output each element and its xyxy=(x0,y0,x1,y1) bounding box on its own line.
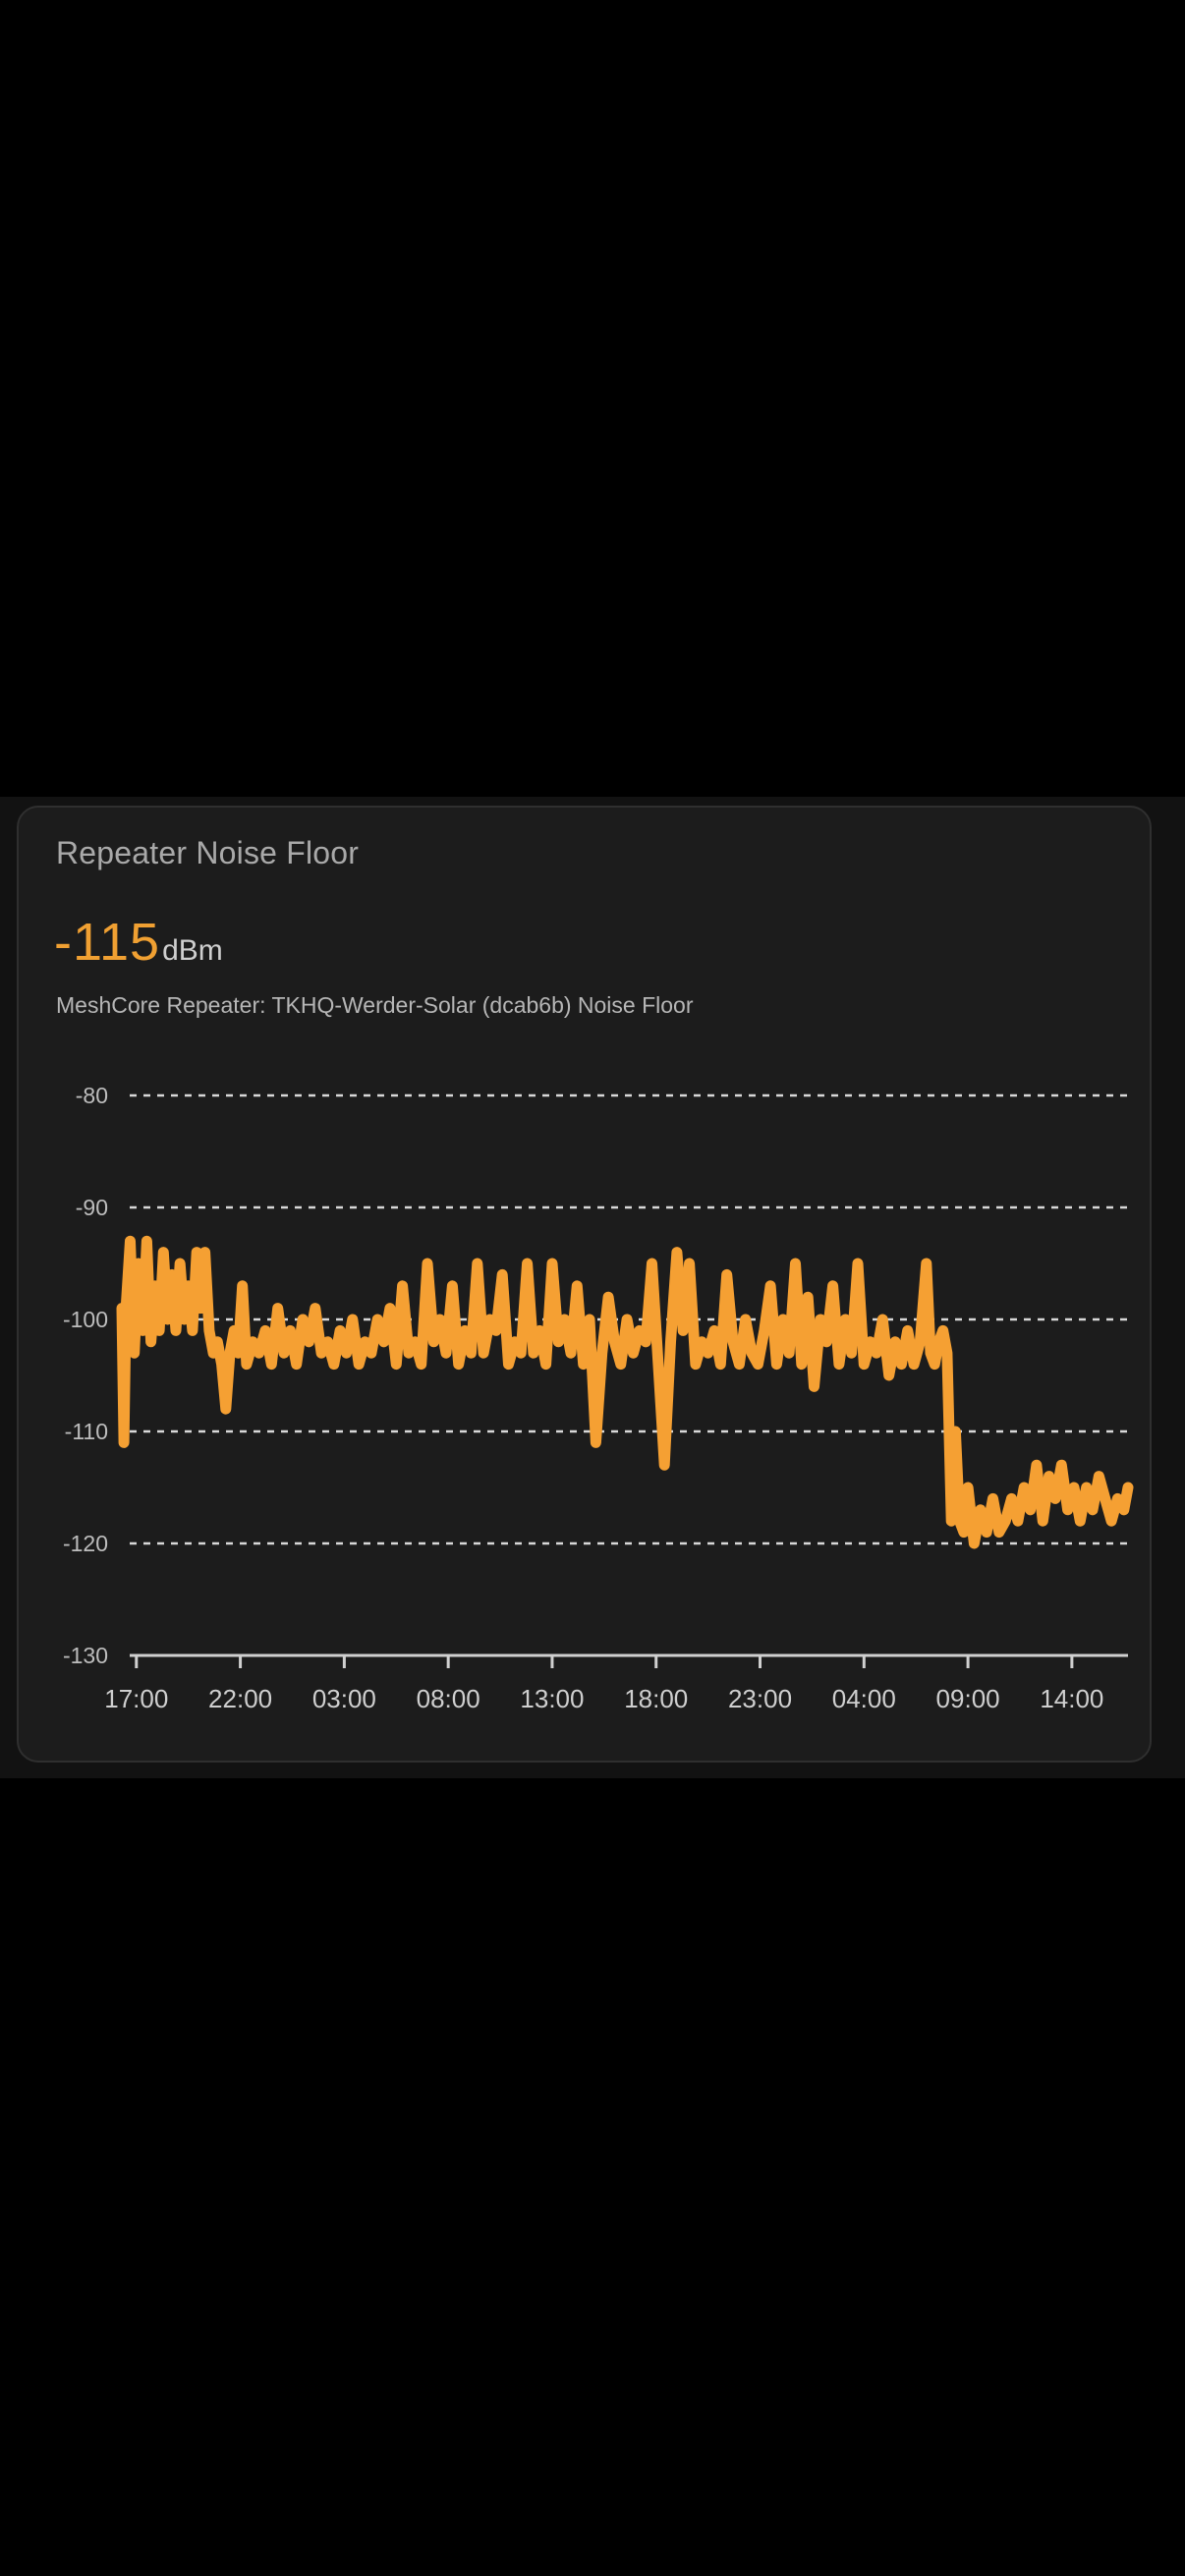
noise-floor-series[interactable] xyxy=(116,1235,1134,1549)
y-tick-label: -110 xyxy=(65,1419,108,1444)
y-tick-label: -130 xyxy=(63,1643,108,1668)
x-tick-label: 08:00 xyxy=(417,1684,480,1713)
x-tick-label: 17:00 xyxy=(104,1684,168,1713)
card-title: Repeater Noise Floor xyxy=(56,835,360,870)
y-tick-label: -80 xyxy=(76,1083,108,1108)
x-tick-label: 22:00 xyxy=(208,1684,272,1713)
y-axis-labels: -80 -90 -100 -110 -120 -130 xyxy=(63,1083,108,1668)
x-tick-label: 14:00 xyxy=(1040,1684,1103,1713)
noise-floor-line[interactable] xyxy=(116,1235,1134,1549)
y-tick-label: -100 xyxy=(63,1307,108,1332)
x-tick-label: 18:00 xyxy=(624,1684,688,1713)
x-tick-label: 04:00 xyxy=(832,1684,896,1713)
current-value-row: -115 dBm xyxy=(54,912,223,973)
current-value: -115 xyxy=(54,913,161,972)
y-tick-label: -90 xyxy=(76,1195,108,1220)
x-axis: 17:00 22:00 03:00 08:00 13:00 18:00 23:00 04:00… xyxy=(104,1653,1128,1713)
x-tick-label: 13:00 xyxy=(520,1684,584,1713)
value-unit: dBm xyxy=(162,934,223,967)
y-tick-label: -120 xyxy=(63,1531,108,1556)
x-tick-label: 03:00 xyxy=(312,1684,376,1713)
x-tick-label: 23:00 xyxy=(728,1684,792,1713)
x-tick-label: 09:00 xyxy=(936,1684,1000,1713)
sensor-name: MeshCore Repeater: TKHQ-Werder-Solar (dc… xyxy=(56,992,694,1018)
